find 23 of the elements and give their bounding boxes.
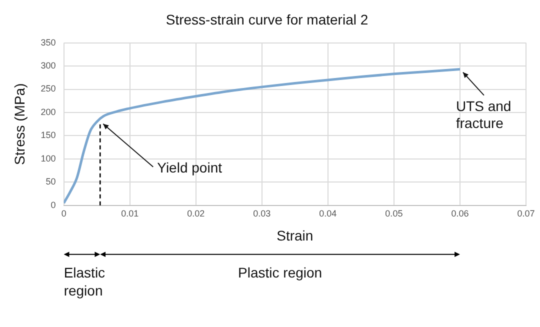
x-tick-label: 0.07 bbox=[517, 208, 535, 218]
chart-title: Stress-strain curve for material 2 bbox=[166, 11, 368, 28]
y-tick-label: 150 bbox=[40, 130, 56, 140]
text: Elastic region bbox=[64, 264, 106, 298]
y-tick-label: 350 bbox=[40, 37, 56, 48]
x-tick-label: 0.01 bbox=[121, 208, 139, 218]
y-tick-label: 200 bbox=[40, 106, 56, 117]
annotation: UTS and fracture bbox=[456, 98, 512, 132]
x-tick-label: 0.03 bbox=[253, 208, 271, 218]
y-tick-label: 250 bbox=[40, 84, 56, 94]
y-tick-label: 100 bbox=[40, 153, 56, 164]
x-tick-label: 0.06 bbox=[451, 208, 469, 218]
x-tick-label: 0.02 bbox=[187, 208, 205, 218]
x-tick-label: 0.04 bbox=[319, 208, 337, 218]
x-tick-label: 0.05 bbox=[385, 208, 403, 218]
text: Plastic region bbox=[238, 264, 322, 280]
annotation: Yield point bbox=[157, 160, 222, 176]
y-tick-label: 300 bbox=[40, 60, 56, 71]
y-tick-label: 0 bbox=[50, 200, 56, 210]
y-tick-label: 50 bbox=[46, 176, 56, 187]
x-tick-label: 0 bbox=[61, 208, 66, 218]
y-axis-title: Stress (MPa) bbox=[11, 83, 28, 165]
x-axis-title: Strain bbox=[276, 227, 314, 244]
